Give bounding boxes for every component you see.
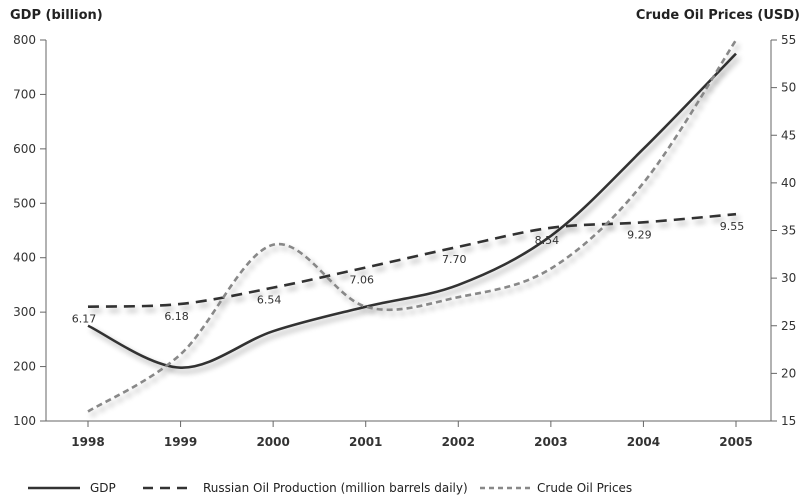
oil-production-data-label: 6.54 xyxy=(257,294,282,307)
left-tick-label: 500 xyxy=(13,196,36,210)
oil-production-data-label: 9.55 xyxy=(720,220,745,233)
x-axis-ticks: 1998 1999 2000 2001 2002 2003 2004 2005 xyxy=(71,421,753,449)
right-tick-label: 50 xyxy=(781,81,796,95)
oil-production-data-label: 6.17 xyxy=(72,313,97,326)
gdp-line xyxy=(87,52,737,369)
left-tick-label: 400 xyxy=(13,251,36,265)
right-tick-label: 20 xyxy=(781,366,796,380)
right-tick-label: 35 xyxy=(781,224,796,238)
left-tick-label: 800 xyxy=(13,33,36,47)
oil-production-data-label: 9.29 xyxy=(627,228,652,241)
series-layer xyxy=(87,39,738,413)
oil-production-data-label: 7.06 xyxy=(349,274,374,287)
crude-oil-price-line xyxy=(87,39,738,413)
oil-production-data-label: 7.70 xyxy=(442,253,467,266)
oil-production-line xyxy=(87,212,737,308)
oil-production-data-label: 8.54 xyxy=(535,234,560,247)
left-axis-ticks: 100 200 300 400 500 600 700 800 xyxy=(13,33,46,428)
left-tick-label: 100 xyxy=(13,414,36,428)
x-tick-label: 2004 xyxy=(627,435,660,449)
right-tick-label: 40 xyxy=(781,176,796,190)
legend: GDP Russian Oil Production (million barr… xyxy=(28,481,632,495)
right-tick-label: 30 xyxy=(781,271,796,285)
legend-label-crude-oil: Crude Oil Prices xyxy=(537,481,632,495)
x-tick-label: 2002 xyxy=(442,435,475,449)
right-tick-label: 55 xyxy=(781,33,796,47)
right-tick-label: 45 xyxy=(781,128,796,142)
left-axis-title: GDP (billion) xyxy=(10,8,103,23)
oil-production-data-label: 6.18 xyxy=(164,310,189,323)
x-tick-label: 2000 xyxy=(256,435,289,449)
left-tick-label: 300 xyxy=(13,305,36,319)
right-tick-label: 15 xyxy=(781,414,796,428)
left-tick-label: 600 xyxy=(13,142,36,156)
left-tick-label: 700 xyxy=(13,87,36,101)
right-axis-title: Crude Oil Prices (USD) xyxy=(636,8,800,23)
legend-label-gdp: GDP xyxy=(90,481,116,495)
left-tick-label: 200 xyxy=(13,360,36,374)
data-labels: 6.17 6.18 6.54 7.06 7.70 8.54 9.29 9.55 xyxy=(72,220,745,326)
right-tick-label: 25 xyxy=(781,319,796,333)
x-tick-label: 2005 xyxy=(719,435,752,449)
x-tick-label: 2001 xyxy=(349,435,382,449)
x-tick-label: 1999 xyxy=(164,435,197,449)
x-tick-label: 2003 xyxy=(534,435,567,449)
legend-label-oil-production: Russian Oil Production (million barrels … xyxy=(203,481,468,495)
right-axis-ticks: 15 20 25 30 35 40 45 50 55 xyxy=(771,33,796,428)
x-tick-label: 1998 xyxy=(71,435,104,449)
